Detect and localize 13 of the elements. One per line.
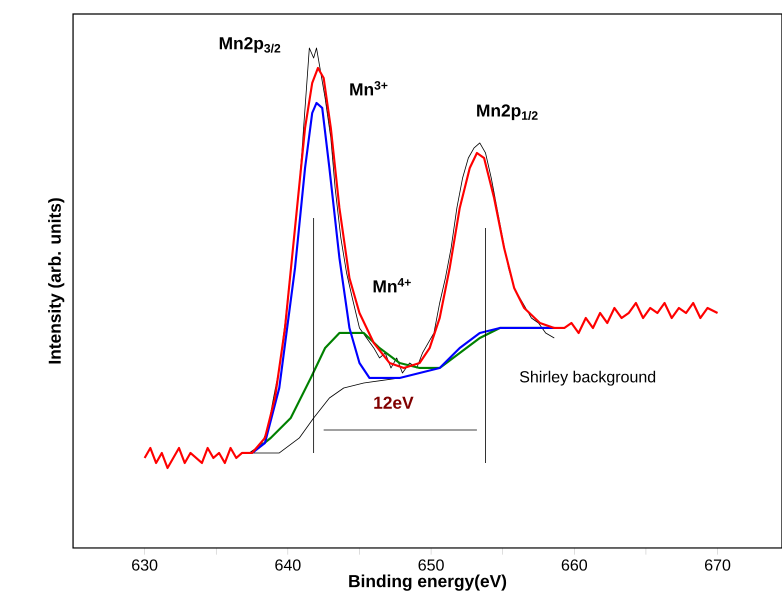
annotation: Mn$^{4+}$ xyxy=(374,278,411,292)
x-axis-title: Binding energy(eV) xyxy=(349,574,506,591)
x-tick-label: 670 xyxy=(705,559,730,571)
x-tick-label: 630 xyxy=(132,559,158,571)
y-axis-title: Intensity (arb. units) xyxy=(48,198,64,364)
x-tick-label: 650 xyxy=(418,559,444,571)
x-tick-label: 660 xyxy=(562,559,588,571)
annotation: Mn2p$_{1/2}$ xyxy=(477,104,538,120)
x-tick-label: 640 xyxy=(275,559,301,571)
annotation: Mn2p$_{3/2}$ xyxy=(220,37,280,53)
annotation: Mn$^{3+}$ xyxy=(350,81,388,96)
annotation: 12eV xyxy=(374,396,414,409)
annotation: Shirley background xyxy=(520,370,656,386)
